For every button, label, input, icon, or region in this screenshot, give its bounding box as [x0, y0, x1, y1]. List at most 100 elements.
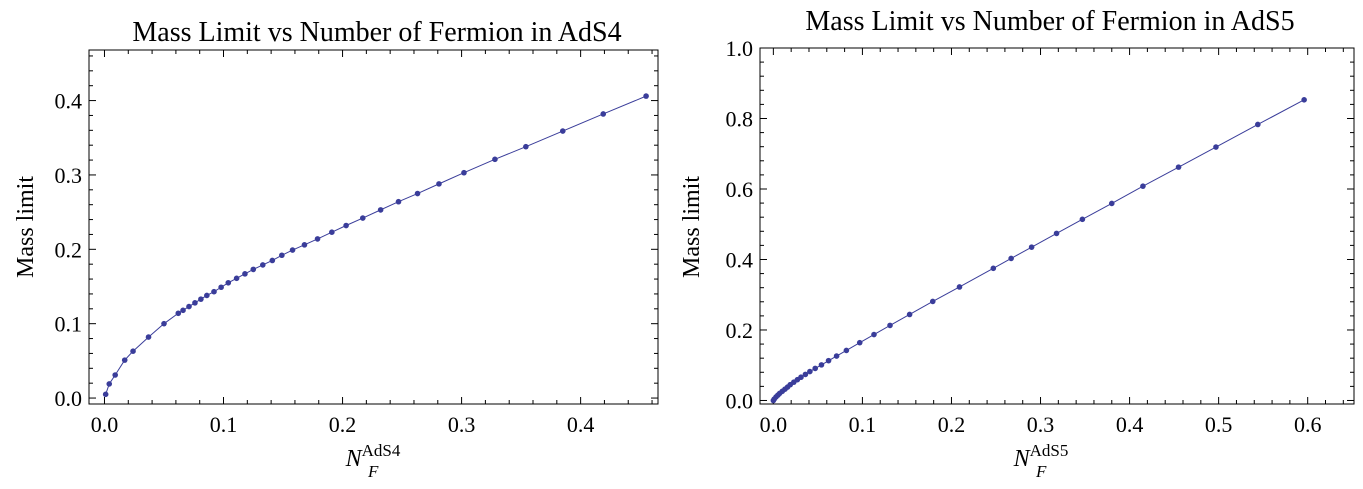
data-point — [102, 391, 109, 398]
data-point — [414, 190, 421, 197]
x-axis-label: NAdS4 — [345, 441, 401, 472]
x-tick-label: 0.3 — [1027, 412, 1055, 437]
data-point — [1053, 230, 1060, 237]
series-polyline — [105, 95, 647, 395]
chart-ads5: Mass Limit vs Number of Fermion in AdS5 … — [679, 6, 1355, 481]
series-line — [772, 99, 1305, 401]
data-point — [856, 339, 863, 346]
data-point — [180, 307, 186, 314]
y-tick-label: 0.2 — [55, 237, 83, 262]
x-tick-label: 0.2 — [938, 412, 966, 437]
data-point — [929, 298, 936, 305]
y-axis-label: Mass limit — [13, 176, 39, 278]
data-point — [523, 143, 529, 150]
x-axis-label-main: N — [345, 446, 364, 472]
data-point — [600, 111, 607, 117]
y-tick-label: 0.0 — [726, 388, 754, 413]
data-point — [314, 236, 321, 242]
data-point — [377, 207, 384, 213]
y-axis-label: Mass limit — [679, 176, 705, 278]
data-point — [956, 284, 963, 290]
data-point — [259, 262, 266, 268]
x-tick-label: 0.5 — [1205, 412, 1233, 437]
data-point — [161, 320, 167, 327]
y-tick-label: 0.1 — [55, 312, 83, 337]
data-point — [1108, 200, 1115, 207]
chart-title: Mass Limit vs Number of Fermion in AdS5 — [805, 6, 1294, 37]
x-tick-label: 0.1 — [849, 412, 877, 437]
data-point — [192, 300, 198, 306]
x-axis: 0.0 0.1 0.2 0.3 0.4 — [91, 50, 653, 437]
data-point — [807, 368, 813, 375]
data-point — [329, 229, 335, 236]
data-point — [279, 252, 285, 259]
x-tick-label: 0.0 — [760, 412, 788, 437]
series-points — [102, 93, 649, 398]
data-point — [802, 371, 809, 378]
data-point — [225, 279, 232, 286]
data-point — [242, 271, 248, 277]
x-axis-label-sub: F — [1035, 462, 1047, 481]
data-point — [833, 353, 840, 359]
y-tick-label: 0.4 — [55, 89, 83, 114]
x-tick-label: 0.4 — [1116, 412, 1144, 437]
y-tick-label: 0.0 — [55, 386, 83, 411]
data-point — [1175, 164, 1182, 170]
data-point — [1301, 97, 1307, 103]
data-point — [121, 357, 128, 363]
x-tick-label: 0.2 — [329, 412, 357, 437]
data-point — [269, 257, 276, 264]
y-tick-label: 0.8 — [726, 106, 754, 131]
series-line — [105, 95, 647, 395]
y-tick-label: 0.2 — [726, 318, 754, 343]
data-point — [301, 242, 308, 248]
series-points — [770, 97, 1307, 404]
data-point — [461, 169, 467, 176]
data-point — [186, 303, 192, 310]
y-tick-label: 0.3 — [55, 163, 83, 188]
data-point — [198, 296, 204, 302]
data-point — [289, 247, 296, 253]
chart-ads4: Mass Limit vs Number of Fermion in AdS4 … — [13, 17, 659, 481]
data-point — [887, 322, 893, 329]
y-axis: 0.0 0.2 0.4 0.6 0.8 1.0 — [726, 36, 1354, 413]
x-axis-label: NAdS5 — [1013, 441, 1069, 472]
x-tick-label: 0.6 — [1294, 412, 1322, 437]
x-axis-label-main: N — [1013, 446, 1032, 472]
y-tick-label: 0.6 — [726, 177, 754, 202]
data-point — [906, 311, 913, 318]
data-point — [218, 284, 224, 291]
data-point — [436, 181, 442, 187]
data-point — [395, 198, 402, 205]
x-axis-label-sub: F — [367, 462, 379, 481]
x-tick-label: 0.3 — [448, 412, 476, 437]
data-point — [643, 93, 649, 99]
data-point — [145, 334, 152, 340]
y-tick-label: 1.0 — [726, 36, 754, 61]
x-axis-label-sup: AdS5 — [1030, 441, 1069, 460]
data-point — [492, 156, 498, 163]
x-tick-label: 0.1 — [210, 412, 238, 437]
data-point — [211, 288, 217, 295]
data-point — [1079, 216, 1086, 223]
data-point — [825, 357, 832, 364]
data-point — [1008, 255, 1014, 262]
x-axis-label-sup: AdS4 — [362, 441, 401, 460]
data-point — [175, 310, 182, 317]
data-point — [359, 215, 366, 221]
data-point — [250, 266, 257, 273]
data-point — [1140, 183, 1146, 189]
plot-frame — [759, 47, 1355, 405]
data-point — [818, 362, 825, 368]
series-polyline — [772, 99, 1305, 401]
data-point — [1213, 144, 1219, 150]
x-tick-label: 0.4 — [567, 412, 595, 437]
data-point — [871, 331, 877, 338]
data-point — [843, 347, 850, 354]
data-point — [1028, 244, 1035, 250]
y-tick-label: 0.4 — [726, 247, 754, 272]
data-point — [112, 372, 118, 378]
chart-title: Mass Limit vs Number of Fermion in AdS4 — [132, 17, 621, 48]
data-point — [106, 381, 113, 387]
